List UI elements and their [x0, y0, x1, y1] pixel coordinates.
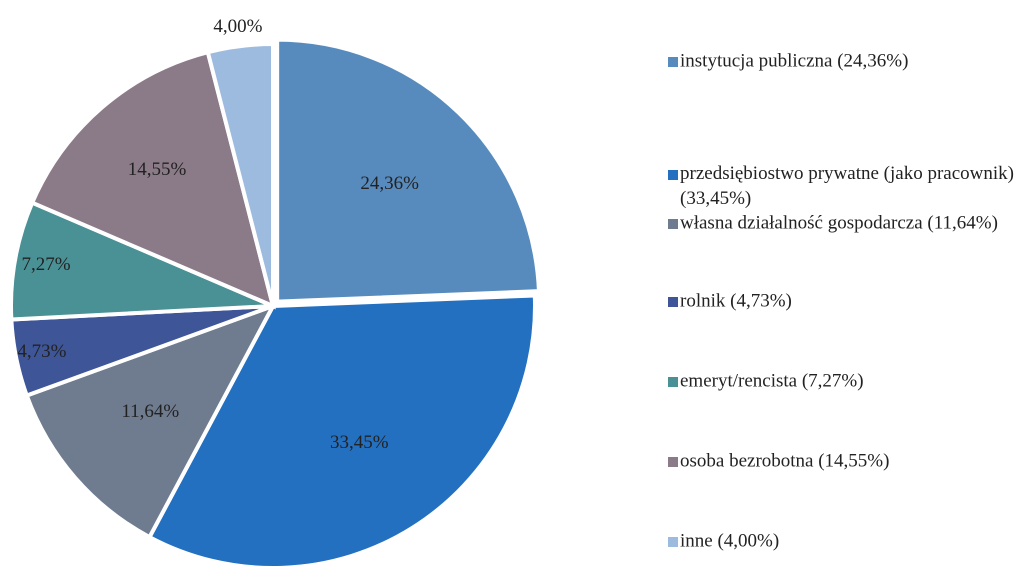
legend-swatch: [668, 457, 678, 467]
data-label: 4,73%: [17, 341, 66, 362]
legend-line: (33,45%): [680, 188, 751, 209]
data-label: 24,36%: [360, 173, 419, 194]
data-label: 33,45%: [330, 432, 389, 453]
legend-line: przedsiębiostwo prywatne (jako pracownik…: [680, 163, 1014, 184]
legend-swatch: [668, 297, 678, 307]
legend-swatch: [668, 57, 678, 67]
pie-slice: [275, 37, 542, 304]
pie-slice: [205, 41, 275, 307]
legend-label: emeryt/rencista (7,27%): [680, 370, 864, 391]
pie-slice: [146, 293, 537, 567]
data-label: 11,64%: [121, 401, 179, 422]
data-label: 4,00%: [213, 16, 262, 37]
legend-swatch: [668, 170, 678, 180]
pie-slice: [24, 302, 278, 540]
data-label: 7,27%: [21, 254, 70, 275]
legend-label: inne (4,00%): [680, 530, 779, 551]
data-label: 14,55%: [128, 159, 187, 180]
legend-swatch: [668, 537, 678, 547]
legend-swatch: [668, 219, 678, 229]
legend-label: instytucja publiczna (24,36%): [680, 50, 908, 71]
legend-label: przedsiębiostwo prywatne (jako pracownik…: [680, 163, 1014, 209]
pie-slice: [29, 49, 276, 310]
legend-label: osoba bezrobotna (14,55%): [680, 450, 889, 471]
legend-label: własna działalność gospodarcza (11,64%): [680, 212, 998, 233]
legend-swatch: [668, 377, 678, 387]
pie-slice: [9, 200, 274, 322]
legend-label: rolnik (4,73%): [680, 290, 792, 311]
